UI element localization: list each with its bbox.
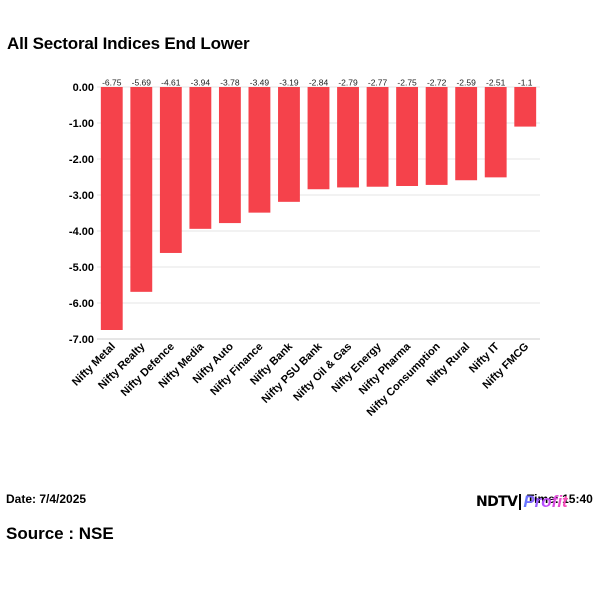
bar [130, 87, 153, 292]
bar [307, 87, 330, 190]
bar [189, 87, 212, 229]
bar [484, 87, 507, 178]
logo-ndtv-text: NDTV [476, 493, 519, 511]
y-tick-label: -2.00 [69, 154, 94, 166]
data-label: -4.61 [161, 78, 181, 88]
data-label: -2.75 [397, 78, 417, 88]
source-label: Source : NSE [6, 524, 114, 543]
data-label: -3.78 [220, 78, 240, 88]
data-label: -2.51 [486, 78, 506, 88]
bar [278, 87, 300, 202]
bar [337, 87, 359, 188]
data-label: -2.79 [338, 78, 358, 88]
data-label: -2.59 [456, 78, 476, 88]
bar [425, 87, 448, 185]
data-label: -3.49 [250, 78, 270, 88]
y-tick-label: -4.00 [69, 226, 94, 238]
data-label: -6.75 [102, 78, 122, 88]
data-label: -5.69 [132, 78, 152, 88]
bar [159, 87, 182, 253]
data-label: -2.77 [368, 78, 388, 88]
y-tick-label: -5.00 [69, 262, 94, 274]
time-label: Time: 15:40 [527, 492, 593, 506]
bar [100, 87, 123, 330]
y-tick-label: 0.00 [73, 82, 94, 94]
logo-profit-text: Profit [523, 492, 568, 511]
data-labels: -6.75 -5.69 -4.61 -3.94 -3.78 -3.49 -3.19 -2.84… [102, 78, 533, 88]
bars [100, 87, 537, 330]
data-label: -1.1 [518, 78, 533, 88]
logo-divider [519, 494, 522, 510]
bar [248, 87, 271, 213]
y-tick-label: -1.00 [69, 118, 94, 130]
bar [396, 87, 419, 186]
bar [366, 87, 389, 187]
y-tick-label: -7.00 [69, 334, 94, 346]
data-label: -3.94 [191, 78, 211, 88]
bar [218, 87, 241, 224]
data-label: -2.72 [427, 78, 447, 88]
data-label: -3.19 [279, 78, 299, 88]
ndtv-profit-logo: NDTV Profit [476, 493, 568, 511]
bar [514, 87, 537, 127]
data-label: -2.84 [309, 78, 329, 88]
date-label: Date: 7/4/2025 [6, 492, 87, 506]
y-tick-label: -3.00 [69, 190, 94, 202]
bar [455, 87, 478, 181]
chart-title: All Sectoral Indices End Lower [7, 34, 250, 53]
y-tick-label: -6.00 [69, 298, 94, 310]
